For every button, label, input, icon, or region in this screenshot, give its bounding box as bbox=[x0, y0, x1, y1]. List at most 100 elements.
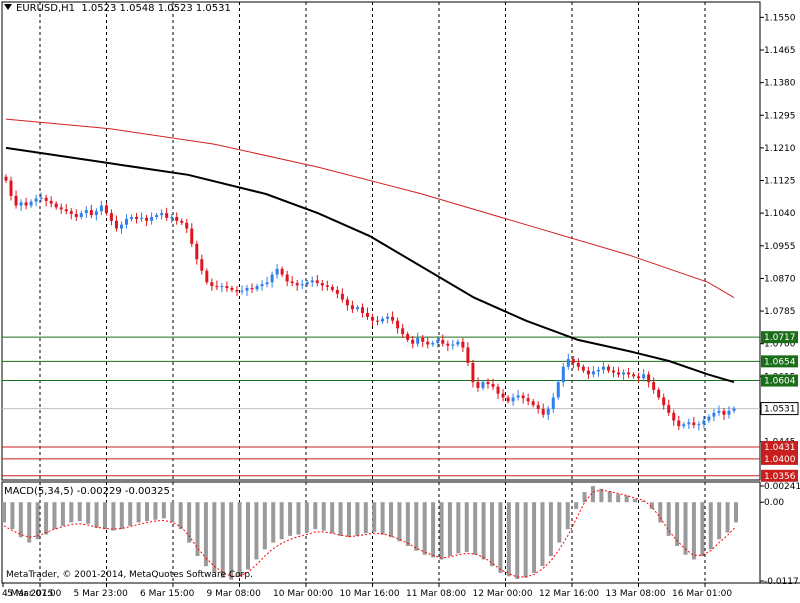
candle-body bbox=[466, 347, 470, 363]
ohlc-values: 1.0523 1.0548 1.0523 1.0531 bbox=[81, 3, 231, 14]
candle-body bbox=[481, 382, 485, 388]
candle-body bbox=[325, 285, 329, 287]
candle-body bbox=[682, 424, 686, 427]
y-tick-label: 1.1040 bbox=[764, 209, 796, 219]
macd-header: MACD(5,34,5) -0.00229 -0.00325 bbox=[4, 486, 170, 497]
candle-body bbox=[210, 282, 214, 287]
candle-body bbox=[275, 268, 279, 275]
macd-bar bbox=[582, 492, 587, 503]
candle-body bbox=[556, 382, 560, 398]
macd-bar bbox=[86, 502, 91, 524]
candle-body bbox=[667, 405, 671, 413]
macd-bar bbox=[641, 500, 646, 503]
candle-body bbox=[376, 320, 380, 322]
candle-body bbox=[119, 224, 123, 229]
macd-bar bbox=[119, 502, 124, 530]
candle-body bbox=[627, 372, 631, 375]
candle-body bbox=[59, 207, 63, 210]
candle-body bbox=[722, 410, 726, 415]
x-tick-label: 12 Mar 00:00 bbox=[473, 589, 533, 599]
candle-body bbox=[155, 215, 159, 218]
candle-body bbox=[516, 395, 520, 398]
candle-body bbox=[365, 312, 369, 317]
candle-body bbox=[4, 176, 8, 181]
candle-body bbox=[240, 290, 244, 292]
candle-body bbox=[290, 281, 294, 284]
macd-bar bbox=[220, 502, 225, 578]
macd-bar bbox=[195, 502, 200, 557]
macd-bar bbox=[565, 502, 570, 530]
candle-body bbox=[130, 217, 134, 219]
candle-body bbox=[195, 243, 199, 260]
candle-body bbox=[170, 217, 174, 219]
candle-body bbox=[29, 201, 33, 206]
candle-body bbox=[360, 307, 364, 313]
candle-body bbox=[200, 259, 204, 271]
macd-bar bbox=[734, 502, 738, 523]
macd-bar bbox=[321, 502, 326, 531]
candle-body bbox=[647, 374, 651, 383]
macd-bar bbox=[431, 502, 436, 558]
symbol-label: EURUSD,H1 bbox=[16, 3, 76, 14]
macd-bar bbox=[170, 502, 175, 523]
moving-average-slow bbox=[5, 118, 735, 299]
candle-body bbox=[99, 205, 103, 212]
candle-body bbox=[44, 197, 48, 201]
current-price-box bbox=[760, 402, 799, 416]
candle-body bbox=[586, 370, 590, 375]
dropdown-triangle-icon[interactable] bbox=[4, 4, 12, 10]
macd-bar bbox=[254, 502, 259, 560]
candle-body bbox=[692, 422, 696, 426]
candle-body bbox=[69, 211, 73, 214]
candle-body bbox=[461, 341, 465, 348]
macd-bar bbox=[532, 502, 537, 573]
macd-bar bbox=[717, 502, 722, 540]
current-price-label: 1.0531 bbox=[764, 405, 796, 415]
macd-bar bbox=[153, 502, 158, 520]
candle-body bbox=[526, 398, 530, 402]
candle-body bbox=[617, 372, 621, 375]
candle-body bbox=[652, 382, 656, 390]
macd-axis-label: -0.0117 bbox=[764, 577, 799, 587]
y-tick-label: 1.1380 bbox=[764, 79, 796, 89]
macd-bar bbox=[439, 502, 444, 560]
candle-body bbox=[436, 339, 440, 343]
candle-body bbox=[260, 284, 264, 287]
candle-body bbox=[270, 274, 274, 283]
macd-bar bbox=[60, 502, 65, 526]
candle-body bbox=[125, 218, 128, 225]
macd-axis-label: 0.00241 bbox=[764, 482, 800, 492]
candle-body bbox=[672, 412, 676, 421]
y-tick-label: 1.0785 bbox=[764, 307, 796, 317]
candle-body bbox=[49, 200, 53, 204]
candle-body bbox=[591, 371, 595, 375]
macd-bar bbox=[2, 502, 6, 523]
candle-body bbox=[295, 283, 299, 286]
macd-bar bbox=[304, 502, 309, 533]
candle-body bbox=[717, 410, 721, 413]
level-price-label: 1.0400 bbox=[764, 455, 796, 465]
x-tick-label: 16 Mar 01:00 bbox=[672, 589, 732, 599]
candle-body bbox=[576, 362, 580, 367]
macd-bar bbox=[590, 486, 595, 503]
candle-body bbox=[305, 282, 309, 285]
candle-body bbox=[39, 197, 43, 199]
macd-signal-line bbox=[3, 489, 737, 578]
candle-body bbox=[14, 195, 18, 206]
candle-body bbox=[471, 362, 475, 383]
candle-body bbox=[421, 337, 425, 342]
candle-body bbox=[456, 341, 460, 345]
candle-body bbox=[310, 280, 314, 283]
macd-bar bbox=[102, 502, 107, 530]
candle-body bbox=[94, 211, 98, 216]
macd-bar bbox=[666, 502, 671, 536]
x-tick-label: 12 Mar 16:00 bbox=[539, 589, 599, 599]
macd-bar bbox=[246, 502, 250, 570]
candle-body bbox=[64, 209, 68, 212]
candle-body bbox=[235, 289, 239, 292]
level-price-label: 1.0717 bbox=[764, 333, 796, 343]
candle-body bbox=[386, 316, 390, 319]
x-tick-label: 9 Mar 08:00 bbox=[207, 589, 262, 599]
